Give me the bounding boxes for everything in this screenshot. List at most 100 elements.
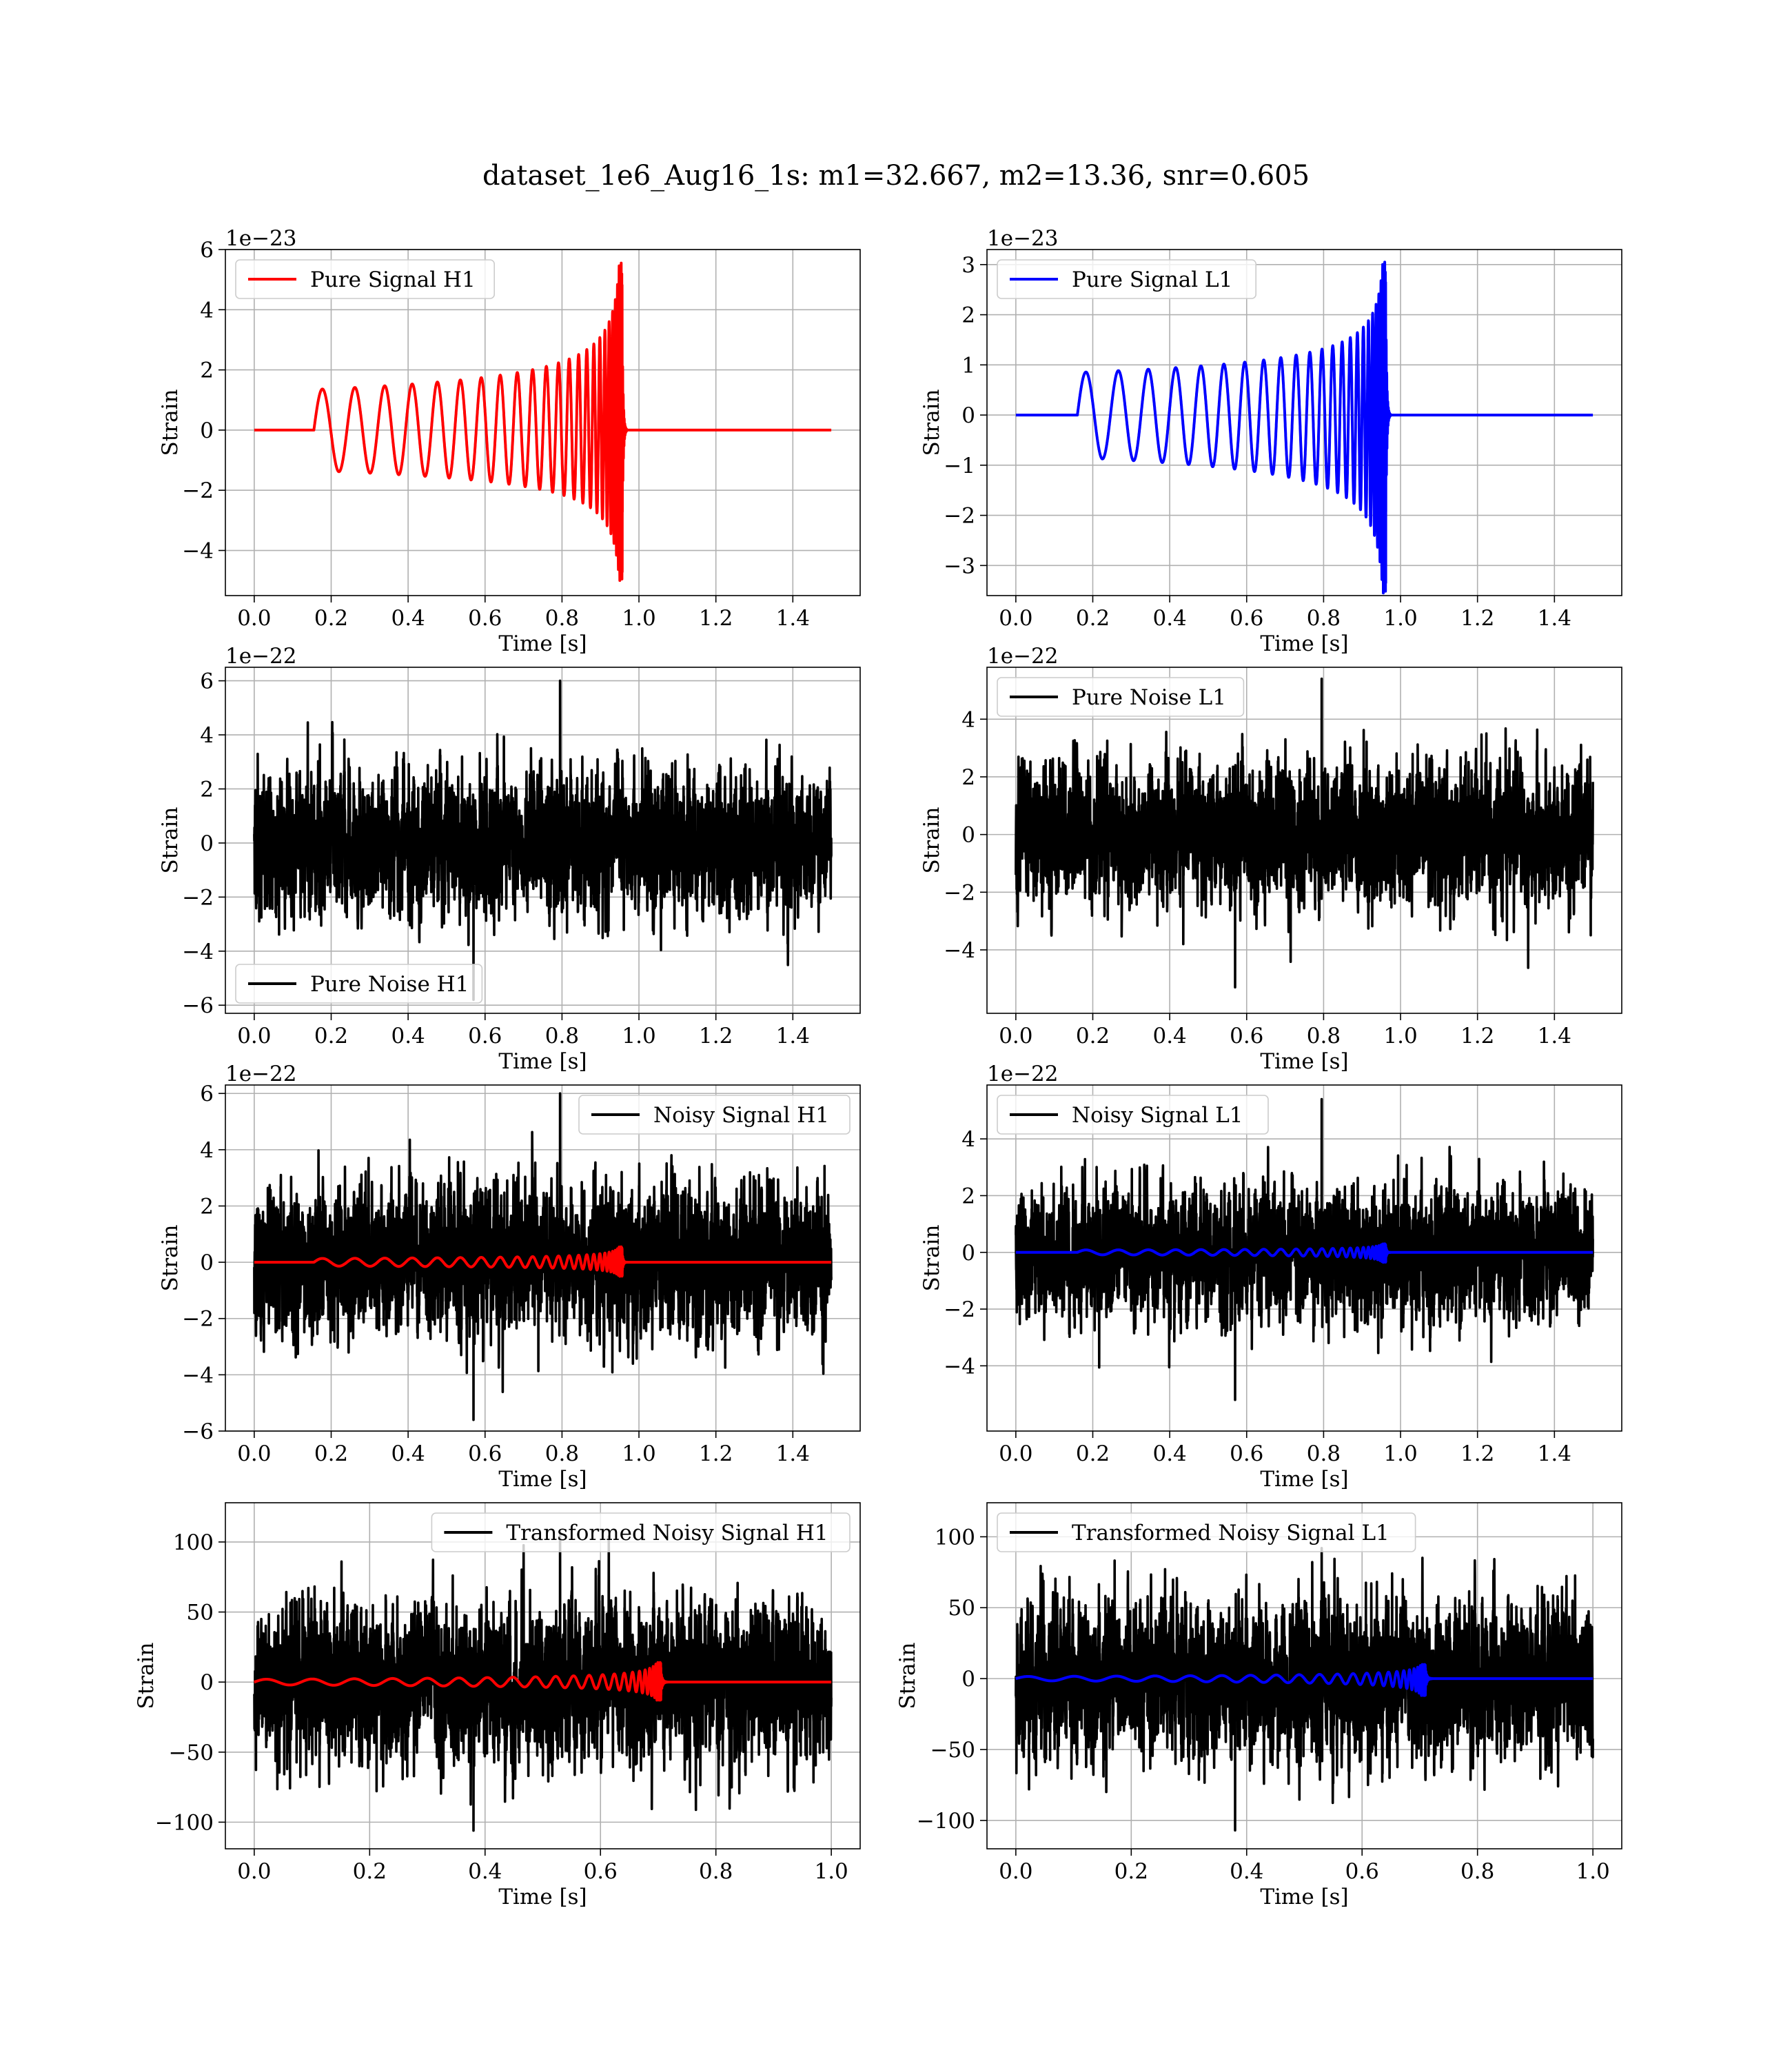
y-tick-label: 6 xyxy=(200,669,214,694)
x-tick-label: 0.8 xyxy=(1307,1024,1341,1048)
x-tick-label: 0.4 xyxy=(1152,1024,1186,1048)
y-tick-label: −4 xyxy=(944,1354,975,1379)
y-tick-label: −4 xyxy=(182,940,214,964)
subplot-noisy-signal-l1: 0.0 0.2 0.4 0.6 0.8 1.0 1.2 1.4 −4 −2 0 2 4 Time [s] S… xyxy=(919,1062,1622,1492)
axes-frame xyxy=(986,1502,1622,1849)
x-tick-label: 0.0 xyxy=(999,1441,1032,1466)
legend-box xyxy=(997,259,1257,299)
legend-box xyxy=(997,1512,1416,1552)
x-tick-label: 0.6 xyxy=(1230,1024,1263,1048)
subplot-pure-signal-l1: 0.0 0.2 0.4 0.6 0.8 1.0 1.2 1.4 −3 −2 −1 0 1 2 3 Time [… xyxy=(919,226,1622,656)
series-line-noise-0 xyxy=(253,679,833,1002)
legend-box xyxy=(578,1095,851,1135)
x-tick-label: 0.4 xyxy=(391,1441,425,1466)
y-axis-label: Strain xyxy=(158,807,183,874)
x-tick-label: 0.8 xyxy=(545,1441,579,1466)
y-axis-label: Strain xyxy=(895,1643,920,1710)
x-tick-label: 0.2 xyxy=(1114,1859,1148,1884)
x-tick-label: 1.2 xyxy=(699,1441,733,1466)
y-tick-label: 2 xyxy=(200,1194,214,1219)
legend-box xyxy=(235,964,483,1004)
x-tick-label: 0.2 xyxy=(1076,1024,1110,1048)
y-tick-label: −4 xyxy=(182,539,214,564)
x-tick-label: 0.0 xyxy=(237,1024,271,1048)
y-tick-label: 2 xyxy=(200,777,214,802)
x-tick-label: 0.2 xyxy=(1076,606,1110,631)
y-tick-label: 100 xyxy=(935,1525,975,1550)
y-offset-text: 1e−23 xyxy=(225,226,297,251)
x-tick-label: 0.6 xyxy=(468,606,502,631)
legend-box xyxy=(997,1095,1269,1135)
y-tick-label: −2 xyxy=(182,885,214,910)
x-tick-label: 0.8 xyxy=(1307,606,1341,631)
x-axis-label: Time [s] xyxy=(498,1049,587,1074)
legend-box xyxy=(235,259,496,299)
series-line-noise-0 xyxy=(1015,1097,1594,1401)
x-axis-label: Time [s] xyxy=(1260,1049,1348,1074)
y-tick-label: −4 xyxy=(182,1363,214,1388)
y-axis-label: Strain xyxy=(919,1225,944,1292)
legend-entry: Transformed Noisy Signal H1 xyxy=(506,1521,828,1545)
axes-frame xyxy=(986,1084,1622,1432)
series-line-noise-0 xyxy=(253,1529,833,1832)
legend-entry: Noisy Signal L1 xyxy=(1072,1103,1243,1128)
y-axis-label: Strain xyxy=(919,389,944,456)
series-line-signal-1 xyxy=(253,1245,833,1278)
y-offset-text: 1e−22 xyxy=(987,644,1059,669)
y-tick-label: 0 xyxy=(961,1241,975,1266)
x-axis-label: Time [s] xyxy=(1260,1885,1348,1909)
y-tick-label: −6 xyxy=(182,993,214,1018)
x-tick-label: 1.2 xyxy=(699,606,733,631)
y-offset-text: 1e−22 xyxy=(225,644,297,669)
axes-frame xyxy=(225,1502,861,1849)
axes-frame xyxy=(225,249,861,596)
y-tick-label: −2 xyxy=(944,880,975,905)
y-tick-label: −4 xyxy=(944,938,975,963)
legend-entry: Transformed Noisy Signal L1 xyxy=(1072,1521,1389,1545)
y-offset-text: 1e−22 xyxy=(225,1062,297,1086)
x-axis-label: Time [s] xyxy=(498,631,587,656)
y-tick-label: 1 xyxy=(961,353,975,378)
subplot-pure-signal-h1: 0.0 0.2 0.4 0.6 0.8 1.0 1.2 1.4 −4 −2 0 2 4 6 Time [s]… xyxy=(158,226,861,656)
y-tick-label: 4 xyxy=(200,298,214,323)
x-tick-label: 0.0 xyxy=(999,1024,1032,1048)
legend: Transformed Noisy Signal L1 xyxy=(997,1512,1416,1552)
x-tick-label: 1.4 xyxy=(1538,1441,1571,1466)
y-tick-label: −2 xyxy=(182,1307,214,1332)
y-tick-label: 0 xyxy=(961,403,975,428)
x-tick-label: 1.2 xyxy=(699,1024,733,1048)
x-tick-label: 0.0 xyxy=(999,606,1032,631)
axes-frame xyxy=(986,249,1622,596)
figure-suptitle: dataset_1e6_Aug16_1s: m1=32.667, m2=13.3… xyxy=(482,160,1310,192)
x-axis-label: Time [s] xyxy=(498,1885,587,1909)
y-tick-label: 100 xyxy=(173,1530,214,1555)
y-offset-text: 1e−23 xyxy=(987,226,1059,251)
x-tick-label: 1.4 xyxy=(776,1441,810,1466)
x-tick-label: 0.6 xyxy=(468,1024,502,1048)
y-axis-label: Strain xyxy=(919,807,944,874)
x-tick-label: 0.6 xyxy=(584,1859,618,1884)
y-tick-label: 0 xyxy=(200,1670,214,1695)
y-tick-label: 6 xyxy=(200,1082,214,1106)
x-tick-label: 0.6 xyxy=(468,1441,502,1466)
legend-entry: Pure Noise H1 xyxy=(310,972,469,997)
x-tick-label: 0.4 xyxy=(391,606,425,631)
x-tick-label: 1.2 xyxy=(1460,1441,1494,1466)
x-tick-label: 0.6 xyxy=(1345,1859,1379,1884)
legend: Transformed Noisy Signal H1 xyxy=(431,1512,851,1552)
subplot-pure-noise-h1: 0.0 0.2 0.4 0.6 0.8 1.0 1.2 1.4 −6 −4 −2 0 2 4 6 Time [… xyxy=(158,644,861,1074)
y-tick-label: −2 xyxy=(944,504,975,529)
subplot-noisy-signal-h1: 0.0 0.2 0.4 0.6 0.8 1.0 1.2 1.4 −6 −4 −2 0 2 4 6 Time [… xyxy=(158,1062,861,1492)
x-axis-label: Time [s] xyxy=(1260,1467,1348,1492)
y-tick-label: 2 xyxy=(961,1184,975,1208)
x-tick-label: 0.2 xyxy=(314,1024,348,1048)
y-tick-label: 0 xyxy=(961,823,975,848)
legend-entry: Pure Noise L1 xyxy=(1072,685,1226,710)
x-tick-label: 1.0 xyxy=(1383,1441,1417,1466)
legend-box xyxy=(997,677,1245,717)
x-tick-label: 1.2 xyxy=(1460,606,1494,631)
x-tick-label: 0.4 xyxy=(1230,1859,1263,1884)
x-tick-label: 1.4 xyxy=(776,1024,810,1048)
y-tick-label: 0 xyxy=(200,831,214,856)
x-tick-label: 1.2 xyxy=(1460,1024,1494,1048)
